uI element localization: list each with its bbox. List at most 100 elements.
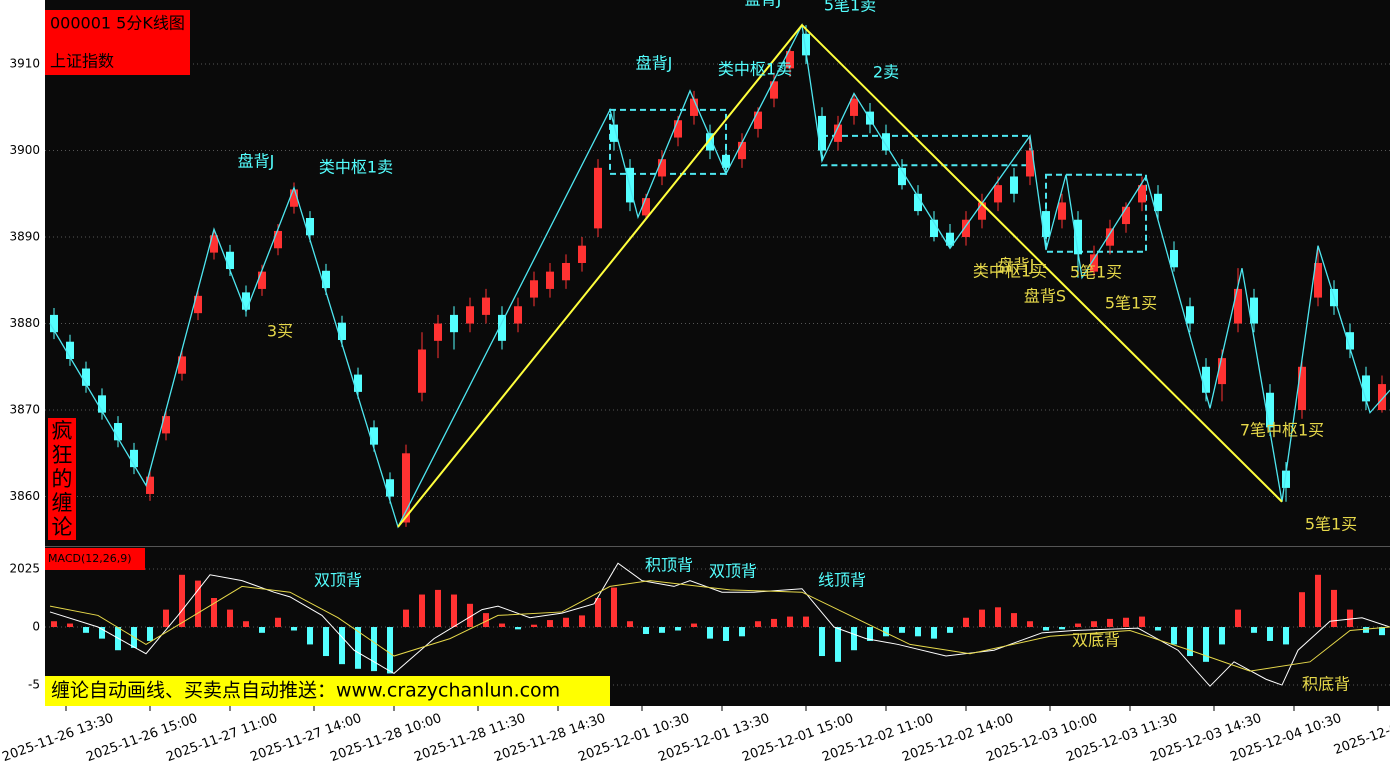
macd-bar (595, 598, 601, 628)
candle-body (850, 98, 858, 116)
candle-body (242, 292, 250, 310)
candle-body (834, 124, 842, 142)
annotation: 类中枢1卖 (718, 60, 792, 79)
annotation: 积底背 (1302, 675, 1350, 694)
chart-title: 000001 5分K线图 (50, 14, 185, 33)
candle-body (770, 81, 778, 99)
macd-bar (499, 623, 505, 628)
macd-bar (563, 617, 569, 628)
candle-body (274, 230, 282, 249)
candle-body (258, 271, 266, 289)
macd-bar (659, 627, 665, 633)
annotation: 5笔1卖 (824, 0, 876, 15)
annotation: 类中枢1买 (973, 262, 1047, 281)
candle-body (786, 51, 794, 69)
candle-body (370, 427, 378, 445)
macd-bar (419, 594, 425, 628)
candle-body (658, 159, 666, 177)
candle-body (898, 167, 906, 186)
macd-bar (819, 627, 825, 657)
macd-bar (1091, 621, 1097, 628)
annotation: 5笔1买 (1105, 294, 1157, 313)
macd-bar (435, 589, 441, 628)
candle-body (514, 306, 522, 324)
candle-body (402, 453, 410, 523)
candle-body (210, 235, 218, 253)
candle-body (738, 141, 746, 160)
candle-body (594, 167, 602, 229)
macd-bar (627, 621, 633, 628)
candle-body (1298, 366, 1306, 411)
candle-body (1378, 384, 1386, 411)
annotation: 5笔1买 (1305, 515, 1357, 534)
title-box (45, 10, 190, 75)
annotation: 2卖 (873, 63, 899, 82)
candle-body (978, 202, 986, 220)
candle-body (946, 232, 954, 246)
macd-bar (1203, 627, 1209, 662)
annotation: 盘背J (238, 152, 275, 171)
macd-bar (931, 627, 937, 639)
y-tick-label: 3890 (9, 230, 40, 244)
macd-bar (1347, 609, 1353, 628)
candle-body (482, 297, 490, 315)
candle-body (530, 280, 538, 298)
candle-body (226, 251, 234, 270)
macd-bar (1331, 589, 1337, 628)
candle-body (130, 449, 138, 468)
annotation: 线顶背 (818, 571, 866, 590)
candle-body (386, 479, 394, 497)
macd-bar (723, 627, 729, 641)
macd-bar (387, 627, 393, 674)
candle-body (1266, 392, 1274, 428)
macd-bar (547, 620, 553, 628)
candle-body (1010, 176, 1018, 194)
macd-bar (915, 627, 921, 637)
macd-bar (323, 627, 329, 657)
macd-bar (99, 627, 105, 639)
candle-body (1250, 297, 1258, 324)
candle-body (802, 33, 810, 56)
candle-body (194, 295, 202, 314)
macd-bar (1283, 627, 1289, 645)
macd-bar (83, 627, 89, 633)
y-tick-label: 0 (32, 620, 40, 634)
macd-bar (291, 627, 297, 631)
y-tick-label: 3900 (9, 143, 40, 157)
candle-body (1122, 206, 1130, 225)
macd-bar (1155, 627, 1161, 631)
macd-bar (643, 627, 649, 634)
macd-bar (243, 621, 249, 628)
annotation: 盘背J (636, 54, 673, 73)
macd-bar (1315, 574, 1321, 628)
candle-body (1090, 254, 1098, 272)
candle-body (338, 322, 346, 340)
candle-body (962, 219, 970, 238)
macd-bar (835, 627, 841, 662)
segment-line (397, 23, 1283, 528)
candle-body (930, 219, 938, 238)
macd-bar (259, 627, 265, 633)
macd-bar (851, 627, 857, 651)
macd-bar (947, 627, 953, 633)
candle-body (114, 423, 122, 441)
annotation: 积顶背 (645, 556, 693, 575)
macd-bar (691, 623, 697, 628)
macd-bar (883, 627, 889, 637)
candle-body (546, 271, 554, 289)
candle-body (1314, 262, 1322, 298)
macd-bar (371, 627, 377, 672)
candle-body (146, 476, 154, 494)
candle-body (50, 314, 58, 333)
macd-title-box (45, 548, 145, 570)
macd-bar (339, 627, 345, 665)
candle-body (290, 189, 298, 207)
macd-bar (611, 587, 617, 628)
macd-bar (1107, 618, 1113, 628)
macd-bar (163, 609, 169, 628)
macd-bar (899, 627, 905, 633)
candle-body (98, 395, 106, 413)
macd-bar (483, 613, 489, 628)
banner-box (45, 676, 610, 706)
